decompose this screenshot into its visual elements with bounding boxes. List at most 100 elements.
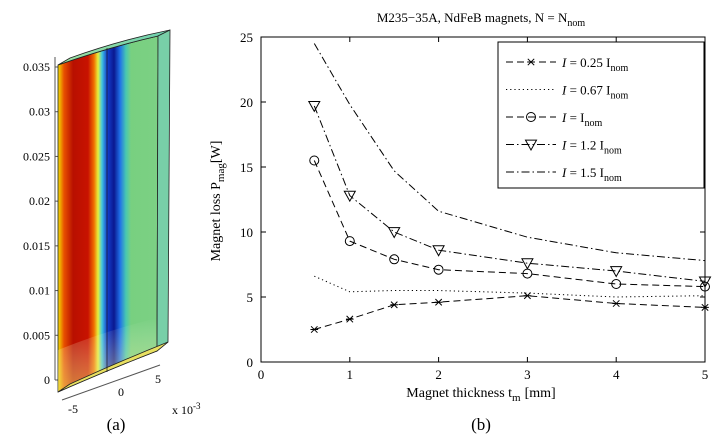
panel-a-x-exponent: x 10-3 <box>172 401 201 417</box>
legend-item: I = Inom <box>506 110 603 129</box>
panel-a-x-exponent-power: -3 <box>193 401 201 411</box>
x-tick-label: 0 <box>258 367 265 382</box>
series-line <box>313 43 706 262</box>
legend-label-variable: I <box>561 138 567 153</box>
y-tick-label: 5 <box>247 290 254 305</box>
data-point <box>612 299 621 308</box>
data-point <box>434 298 443 306</box>
y-tick-label: 0 <box>247 355 254 370</box>
legend-label-value: = 1.2 I <box>566 138 604 153</box>
panel-a-y-ticks: 0 0.005 0.01 0.015 0.02 0.025 0.03 0.035 <box>23 60 59 387</box>
x-tick-label: 1 <box>347 367 354 382</box>
chart-title-main: M235−35A, NdFeB magnets, N = N <box>377 10 568 25</box>
data-point <box>307 101 321 113</box>
data-point <box>343 190 357 203</box>
legend-swatch-marker <box>526 112 536 122</box>
panel-a-x-tick-label: -5 <box>68 402 78 416</box>
y-tick-label: 20 <box>240 95 253 110</box>
series <box>309 155 710 292</box>
series <box>313 43 706 262</box>
data-point <box>521 258 534 270</box>
legend-label: I = 1.5 Inom <box>561 165 622 184</box>
legend-label-value: = 0.67 I <box>566 83 610 98</box>
panel-a-y-tick-label: 0.025 <box>23 149 50 163</box>
data-point <box>309 155 320 166</box>
x-tick-label: 5 <box>702 367 709 382</box>
y-axis-label-main: Magnet loss P <box>209 182 224 262</box>
data-point <box>344 236 355 247</box>
data-point <box>611 279 622 289</box>
panel-a-x-tick-label: 0 <box>118 385 124 399</box>
data-point <box>387 227 401 239</box>
series-line <box>314 295 706 330</box>
panel-b-caption: (b) <box>471 415 491 434</box>
legend-label-sub: nom <box>611 63 629 74</box>
series-line <box>313 160 706 288</box>
chart-title-sub: nom <box>567 18 585 29</box>
y-axis-label: Magnet loss Pmag[W] <box>209 141 227 262</box>
legend-label-value: = 0.25 I <box>566 55 610 70</box>
plot-frame <box>260 36 706 363</box>
series <box>307 101 712 288</box>
data-point <box>701 303 709 311</box>
legend-box <box>497 41 705 189</box>
legend-label: I = 1.2 Inom <box>561 138 622 157</box>
legend-label-variable: I <box>561 55 567 70</box>
legend-label: I = 0.25 Inom <box>561 55 629 74</box>
legend-label-sub: nom <box>611 91 629 102</box>
legend-label-value: = I <box>566 110 584 125</box>
legend-item: I = 0.67 Inom <box>506 83 629 102</box>
panel-a-x-tick-label: 5 <box>155 372 161 386</box>
legend-label-variable: I <box>561 110 567 125</box>
legend-label-sub: nom <box>604 173 622 184</box>
data-point <box>390 301 399 309</box>
x-axis-label-main: Magnet thickness t <box>406 386 512 401</box>
panel-b: M235−35A, NdFeB magnets, N = Nnom 051015… <box>209 10 712 434</box>
y-axis-ticks: 0 5 10 15 20 25 <box>240 30 705 370</box>
x-tick-label: 3 <box>524 367 531 382</box>
data-point <box>609 266 623 278</box>
x-tick-label: 4 <box>613 367 620 382</box>
data-point <box>310 325 319 334</box>
legend-label-sub: nom <box>604 146 622 157</box>
panel-a-x-ticks: -5 0 5 <box>68 372 161 416</box>
data-point <box>432 245 445 257</box>
legend-item: I = 1.5 Inom <box>506 165 622 184</box>
legend-swatch-marker <box>524 139 538 152</box>
panel-a-caption: (a) <box>107 415 126 434</box>
panel-a-x-axis <box>61 364 161 401</box>
series-group <box>307 43 712 334</box>
legend-label: I = Inom <box>561 110 603 129</box>
y-tick-label: 10 <box>240 225 253 240</box>
data-point <box>698 276 712 288</box>
panel-a-y-tick-label: 0.03 <box>29 105 50 119</box>
y-tick-label: 15 <box>240 160 253 175</box>
x-axis-label-sub: m <box>512 392 521 404</box>
panel-a-y-tick-label: 0.005 <box>23 328 50 342</box>
x-axis-label-unit: [mm] <box>525 386 556 401</box>
x-axis-label: Magnet thickness tm [mm] <box>406 386 555 404</box>
legend-label-variable: I <box>561 165 567 180</box>
series <box>314 275 706 298</box>
data-point <box>389 254 400 265</box>
magnet-field-bottom-shade <box>58 318 157 392</box>
magnet-side-face <box>156 29 171 352</box>
x-tick-label: 2 <box>435 367 442 382</box>
legend-label-variable: I <box>561 83 567 98</box>
panel-a-y-tick-label: 0.035 <box>23 60 50 74</box>
panel-a-y-tick-label: 0.015 <box>23 239 50 253</box>
legend-label-value: = 1.5 I <box>566 165 604 180</box>
data-point <box>345 315 354 323</box>
legend-item: I = 1.2 Inom <box>506 138 622 157</box>
y-tick-label: 25 <box>240 30 253 45</box>
legend-label: I = 0.67 Inom <box>561 83 629 102</box>
panel-a-y-tick-label: 0.01 <box>29 284 50 298</box>
data-point <box>433 264 444 275</box>
x-axis-ticks: 0 1 2 3 4 5 <box>258 37 709 382</box>
series <box>310 292 709 334</box>
panel-a: 0 0.005 0.01 0.015 0.02 0.025 0.03 0.035 -5 0 5 x… <box>23 29 201 434</box>
